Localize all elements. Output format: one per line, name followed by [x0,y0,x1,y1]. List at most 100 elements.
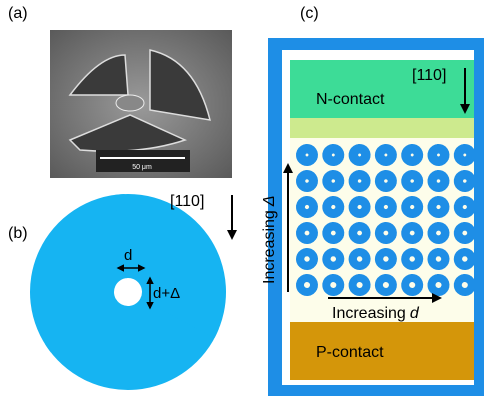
pinwheel-arm [453,222,465,240]
pinwheel-arm [358,170,371,187]
pinwheel-arm [401,274,413,292]
delta-axis-label: Increasing Δ [261,195,278,284]
pinwheel-arm [331,196,345,213]
small-pinwheel [401,196,424,219]
small-pinwheel [322,248,345,271]
n-contact-label: N-contact [316,91,385,108]
small-pinwheel [401,170,424,193]
pinwheel-arm [463,196,476,213]
small-pinwheel [348,274,371,297]
pinwheel-arm [436,170,450,187]
hole-label: d+Δ [153,285,180,302]
pinwheel-arm [384,274,397,291]
small-pinwheel [322,196,345,219]
pinwheel-arm [331,248,345,265]
pinwheel-arm [402,286,423,297]
small-pinwheel [348,222,371,245]
pinwheel-arm [297,260,318,271]
small-pinwheel [453,196,476,219]
pinwheel-arm [358,222,371,239]
pinwheel-arm [427,274,439,292]
pinwheel-arm [427,170,439,188]
small-pinwheel [348,144,371,167]
pinwheel-arm [331,144,345,161]
small-pinwheel [348,248,371,271]
pinwheel-arm [427,196,439,214]
pinwheel-arm [410,222,424,239]
small-pinwheel [296,248,318,271]
pinwheel-arm [358,274,371,291]
pinwheel-arm [358,248,371,265]
axis-symbol: Δ [261,195,278,207]
pinwheel-arm [436,144,450,161]
small-pinwheel [374,144,397,167]
pinwheel-arm [401,196,413,214]
pinwheel-arm [305,170,318,187]
pinwheel-arm [323,260,344,271]
pinwheel-arm [114,193,227,339]
pinwheel-arm [427,222,439,240]
n-layer [290,118,474,138]
small-pinwheel [453,274,476,297]
axis-symbol: d [410,305,420,322]
p-contact [290,322,474,380]
small-pinwheel [296,222,318,245]
small-pinwheel [427,144,450,167]
pinwheel-arm [322,144,334,162]
small-pinwheel [374,222,397,245]
pinwheel-arm [427,144,439,162]
pinwheel-arm [296,170,307,188]
pinwheel-arm [305,248,318,265]
pinwheel-arm [348,248,360,266]
pinwheel-arm [455,260,475,271]
pinwheel-arm [358,144,371,161]
pinwheel-arm [322,222,334,240]
pinwheel-arm [305,144,318,161]
n-contact [290,60,474,118]
small-pinwheel [296,196,318,219]
pinwheel-arm [427,248,439,266]
pinwheel-arm [322,196,334,214]
pinwheel-arm [297,286,318,297]
pinwheel-arm [410,170,424,187]
small-pinwheel [401,222,424,245]
pinwheel-arm [296,274,307,292]
pinwheel-arm [305,274,318,291]
direction-label: [110] [170,193,204,210]
panel-label: (b) [8,225,28,242]
small-pinwheel [427,170,450,193]
pinwheel-arm [410,274,424,291]
small-pinwheel [374,248,397,271]
pinwheel-arm [331,274,345,291]
pinwheel [29,193,227,390]
pinwheel-arm [455,286,475,297]
pinwheel-arm [463,170,476,187]
pinwheel-arm [410,248,424,265]
pinwheel-arm [374,222,386,240]
pinwheel-arm [305,222,318,239]
pinwheel-arm [401,222,413,240]
pinwheel-arm [453,248,465,266]
pinwheel-arm [350,286,370,297]
pinwheel-arm [348,222,360,240]
small-pinwheel [401,248,424,271]
pinwheel-arm [350,260,370,271]
small-pinwheel [401,274,424,297]
small-pinwheel [348,170,371,193]
small-pinwheel [401,144,424,167]
pinwheel-arm [323,286,344,297]
small-pinwheel [453,170,476,193]
pinwheel-arm [358,196,371,213]
small-pinwheel [296,274,318,297]
pinwheel-arm [463,248,476,265]
small-pinwheel [322,222,345,245]
pinwheel-arm [348,170,360,188]
small-pinwheel [453,144,476,167]
small-pinwheel [427,222,450,245]
pinwheel-arm [463,144,476,161]
pinwheel-arm [374,248,386,266]
pinwheel-arm [296,196,307,214]
pinwheel-arm [384,170,397,187]
sem-image: 50 μm [50,30,232,178]
